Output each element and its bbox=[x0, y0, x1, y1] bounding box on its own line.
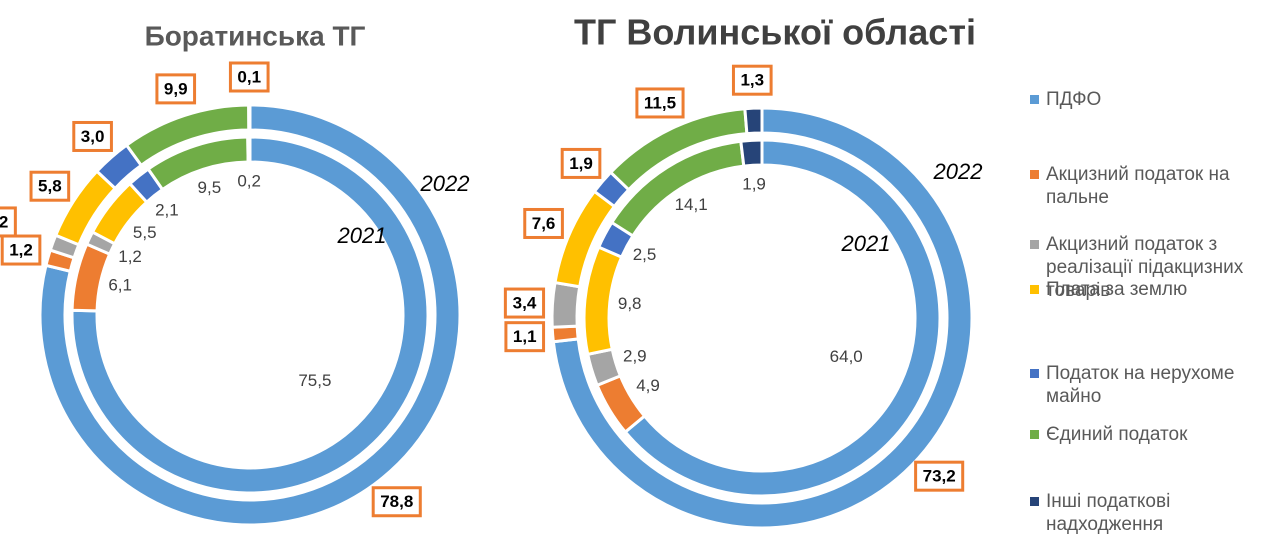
chart-title: ТГ Волинської області bbox=[574, 12, 976, 53]
value-label: 75,5 bbox=[298, 371, 331, 390]
legend-label: Єдиний податок bbox=[1046, 424, 1188, 445]
value-label-box bbox=[635, 87, 685, 119]
chart-title: Боратинська ТГ bbox=[145, 20, 366, 51]
value-label: 2,1 bbox=[155, 201, 179, 220]
value-label: 9,5 bbox=[198, 178, 222, 197]
ring-label: 2021 bbox=[337, 223, 387, 248]
value-label-box bbox=[371, 486, 422, 518]
value-label: 73,2 bbox=[923, 467, 956, 486]
value-label-box bbox=[523, 207, 564, 239]
value-label-box bbox=[0, 234, 42, 266]
value-label: 0,1 bbox=[237, 67, 261, 86]
value-label: 1,1 bbox=[513, 327, 537, 346]
ring-label: 2022 bbox=[420, 171, 470, 196]
value-label-box bbox=[731, 64, 773, 96]
legend-swatch bbox=[1030, 240, 1039, 249]
donut-segment bbox=[246, 135, 252, 164]
value-label: 11,5 bbox=[644, 93, 676, 112]
donut-segment bbox=[550, 280, 582, 329]
value-label-box bbox=[228, 61, 270, 93]
value-label: 9,9 bbox=[164, 79, 188, 98]
value-label-box bbox=[155, 73, 197, 105]
legend-item: Єдиний податок bbox=[1030, 423, 1278, 446]
value-label: 5,8 bbox=[38, 177, 62, 196]
value-label: 9,8 bbox=[618, 294, 642, 313]
ring-label: 2022 bbox=[933, 159, 983, 184]
legend-swatch bbox=[1030, 285, 1039, 294]
donut-segment bbox=[582, 245, 624, 357]
value-label-box bbox=[72, 120, 113, 152]
donut-segment bbox=[743, 106, 764, 136]
value-label: 64,0 bbox=[830, 347, 863, 366]
value-label: 2,5 bbox=[633, 245, 657, 264]
value-label: 6,1 bbox=[108, 276, 132, 295]
value-label: 78,8 bbox=[380, 492, 413, 511]
legend-label: Податок на нерухоме майно bbox=[1046, 363, 1235, 407]
legend-swatch bbox=[1030, 170, 1039, 179]
value-label: 3,4 bbox=[513, 294, 537, 313]
legend-swatch bbox=[1030, 430, 1039, 439]
legend-item: Інші податкові надходження bbox=[1030, 490, 1278, 536]
value-label: 1,9 bbox=[569, 154, 593, 173]
legend-item: ПДФО bbox=[1030, 88, 1278, 111]
value-label-box bbox=[560, 147, 602, 179]
donut-segment bbox=[247, 103, 252, 132]
legend-swatch bbox=[1030, 369, 1039, 378]
value-label: 3,0 bbox=[81, 127, 105, 146]
legend-swatch bbox=[1030, 497, 1039, 506]
legend-label: Акцизний податок на пальне bbox=[1046, 164, 1230, 208]
donut-segment bbox=[70, 242, 112, 313]
legend-item: Акцизний податок на пальне bbox=[1030, 163, 1278, 209]
legend-item: Акцизний податок з реалізації підакцизни… bbox=[1030, 233, 1278, 302]
donut-segment bbox=[623, 138, 942, 498]
value-label: 4,9 bbox=[636, 376, 660, 395]
value-label: 1,2 bbox=[0, 212, 8, 231]
value-label: 1,9 bbox=[742, 175, 766, 194]
legend-label: Плата за землю bbox=[1046, 279, 1188, 300]
donut-segment bbox=[739, 138, 764, 168]
value-label-box bbox=[0, 206, 17, 238]
value-label: 0,2 bbox=[237, 171, 261, 190]
legend-label: Інші податкові надходження bbox=[1046, 491, 1171, 535]
value-label: 1,2 bbox=[118, 247, 142, 266]
value-label: 2,9 bbox=[623, 346, 647, 365]
value-label: 7,6 bbox=[532, 214, 556, 233]
value-label: 14,1 bbox=[675, 195, 708, 214]
value-label-box bbox=[503, 287, 546, 319]
value-label-box bbox=[29, 170, 71, 202]
value-label: 1,2 bbox=[9, 241, 33, 260]
value-label: 1,3 bbox=[740, 71, 764, 90]
donut-segment bbox=[38, 103, 462, 527]
donut-segment bbox=[70, 135, 430, 495]
legend-swatch bbox=[1030, 95, 1039, 104]
value-label-box bbox=[504, 321, 546, 353]
value-label: 5,5 bbox=[133, 223, 157, 242]
value-label-box bbox=[914, 460, 965, 492]
legend-item: Податок на нерухоме майно bbox=[1030, 362, 1278, 408]
legend-label: ПДФО bbox=[1046, 89, 1102, 110]
legend-item: Плата за землю bbox=[1030, 278, 1278, 301]
legend-label: Акцизний податок з реалізації підакцизни… bbox=[1046, 234, 1244, 301]
ring-label: 2021 bbox=[841, 231, 891, 256]
